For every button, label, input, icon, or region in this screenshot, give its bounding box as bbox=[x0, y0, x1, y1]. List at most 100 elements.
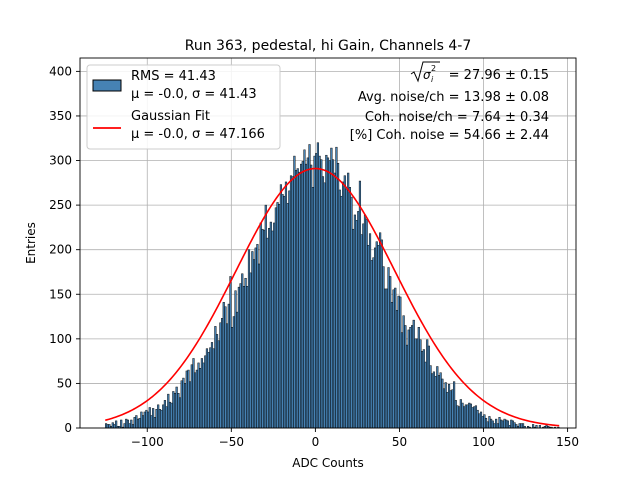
histogram-bar bbox=[432, 371, 435, 429]
legend-fit-stats: μ = -0.0, σ = 47.166 bbox=[131, 127, 265, 142]
histogram-bar bbox=[138, 417, 141, 429]
histogram-bar bbox=[321, 176, 325, 429]
histogram-bar bbox=[222, 302, 225, 429]
coh-noise-line: Coh. noise/ch = 7.64 ± 0.34 bbox=[365, 110, 549, 125]
histogram-bar bbox=[374, 247, 377, 429]
histogram-bar bbox=[417, 327, 420, 429]
histogram-bar bbox=[323, 182, 326, 429]
histogram-bar bbox=[271, 230, 274, 429]
histogram-bar bbox=[257, 263, 261, 429]
histogram-bar bbox=[328, 160, 331, 429]
x-tick-label: 0 bbox=[312, 435, 320, 449]
histogram-bar bbox=[296, 168, 299, 429]
histogram-bar bbox=[331, 159, 335, 429]
histogram-bar bbox=[106, 424, 109, 429]
histogram-bar bbox=[212, 348, 215, 429]
histogram-bar bbox=[237, 286, 240, 429]
histogram-bar bbox=[468, 402, 471, 429]
x-tick-label: 150 bbox=[556, 435, 579, 449]
sqrt-subscript: i bbox=[431, 75, 434, 84]
histogram-bar bbox=[182, 377, 185, 429]
histogram-bar bbox=[284, 181, 288, 429]
histogram-bar bbox=[170, 402, 173, 429]
histogram-bar bbox=[520, 423, 523, 429]
histogram-bar bbox=[157, 404, 160, 429]
y-tick-label: 250 bbox=[49, 198, 72, 212]
histogram-bar bbox=[189, 381, 192, 429]
histogram-bar bbox=[194, 372, 197, 429]
gaussian-fit-curve bbox=[105, 167, 560, 427]
coh-noise-percent-line: [%] Coh. noise = 54.66 ± 2.44 bbox=[350, 128, 549, 143]
histogram-bar bbox=[192, 358, 195, 429]
histogram-bar bbox=[184, 383, 187, 429]
histogram-bar bbox=[115, 420, 118, 429]
histogram-bar bbox=[326, 157, 330, 429]
histogram-bar bbox=[345, 188, 348, 429]
histogram-bar bbox=[426, 339, 429, 429]
histogram-bar bbox=[513, 422, 516, 429]
histogram-bar bbox=[409, 327, 412, 429]
histogram-bar bbox=[444, 382, 447, 429]
sqrt-symbol bbox=[410, 61, 440, 83]
histogram-bar bbox=[162, 404, 165, 429]
histogram-bar bbox=[259, 222, 262, 429]
legend-histogram-label: RMS = 41.43 bbox=[131, 69, 216, 84]
histogram-bar bbox=[505, 419, 508, 429]
histogram-bar bbox=[303, 149, 306, 429]
histogram-bar bbox=[347, 172, 350, 429]
histogram-bar bbox=[313, 155, 316, 429]
histogram-bar bbox=[152, 408, 155, 429]
histogram-bar bbox=[439, 372, 442, 429]
histogram-bar bbox=[234, 290, 237, 429]
histogram-bar bbox=[353, 214, 356, 429]
histogram-bar bbox=[320, 159, 323, 429]
histogram-bar bbox=[330, 147, 333, 429]
y-tick-label: 350 bbox=[49, 109, 72, 123]
histogram-bar bbox=[380, 239, 383, 429]
histogram-bar bbox=[365, 219, 368, 429]
legend-histogram-swatch bbox=[92, 79, 122, 92]
chart-title: Run 363, pedestal, hi Gain, Channels 4-7 bbox=[185, 38, 471, 54]
histogram-bar bbox=[113, 424, 116, 429]
histogram-bar bbox=[473, 406, 476, 429]
histogram-bar bbox=[510, 419, 513, 429]
histogram-bar bbox=[214, 326, 217, 429]
y-axis-ticks: 0 50 100 150 200 250 300 350 400 bbox=[49, 64, 80, 435]
y-tick-label: 200 bbox=[49, 243, 72, 257]
avg-noise-line: Avg. noise/ch = 13.98 ± 0.08 bbox=[358, 90, 549, 105]
histogram-bar bbox=[126, 419, 129, 429]
histogram-bar bbox=[367, 245, 370, 429]
histogram-bar bbox=[279, 184, 282, 429]
histogram-bar bbox=[219, 322, 222, 429]
sqrt-sigma: σ bbox=[423, 68, 431, 82]
histogram-bar bbox=[490, 418, 493, 429]
histogram-bar bbox=[111, 422, 114, 429]
legend-box bbox=[86, 64, 281, 150]
histogram-bar bbox=[384, 288, 387, 429]
histogram-bar bbox=[491, 420, 494, 429]
histogram-bar bbox=[429, 365, 432, 429]
histogram-bar bbox=[143, 411, 146, 429]
histogram-bar bbox=[451, 389, 454, 429]
histogram-bar bbox=[496, 423, 499, 429]
histogram-bar bbox=[350, 196, 353, 429]
histogram-bar bbox=[416, 338, 419, 429]
histogram-bar bbox=[453, 381, 456, 429]
histogram-bar bbox=[246, 286, 249, 429]
histogram-bar bbox=[352, 228, 355, 429]
histogram-bar bbox=[125, 418, 128, 429]
histogram-bar bbox=[402, 315, 405, 429]
histogram-bar bbox=[385, 288, 388, 429]
histogram-bar bbox=[382, 266, 385, 429]
histogram-bar bbox=[232, 316, 235, 429]
histogram-bar bbox=[204, 355, 207, 429]
histogram-bar bbox=[274, 207, 277, 429]
histogram-bar bbox=[493, 423, 496, 429]
histogram-bar bbox=[301, 161, 304, 429]
histogram-bar bbox=[165, 406, 168, 429]
histogram-bar bbox=[224, 306, 227, 429]
histogram-bar bbox=[394, 287, 397, 429]
histogram-bar bbox=[335, 146, 338, 429]
histogram-bar bbox=[226, 323, 229, 429]
histogram-bar bbox=[474, 405, 478, 429]
